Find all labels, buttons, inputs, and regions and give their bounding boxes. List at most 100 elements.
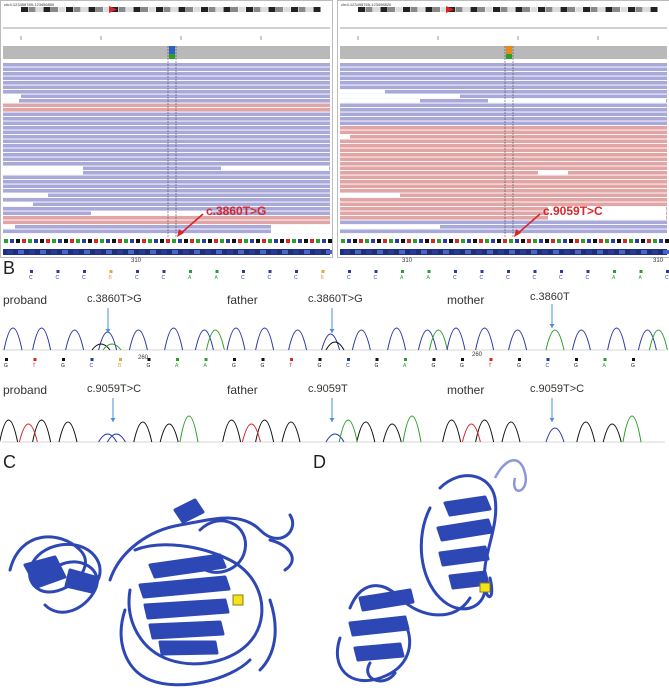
base-call-letter: A: [204, 363, 208, 369]
ideogram-band: [171, 7, 178, 12]
panel-label-d: D: [313, 452, 326, 472]
reference-base: [304, 239, 308, 243]
chromatogram-trace: [325, 341, 345, 351]
gene-track-segment: [73, 250, 79, 254]
reference-base: [166, 239, 170, 243]
ribbon-structure: [335, 474, 498, 683]
coverage-track: [340, 46, 667, 59]
gene-track-segment: [608, 250, 614, 254]
sequence-read: [3, 121, 330, 126]
ideogram-band: [440, 7, 448, 12]
base-call-mark: [518, 358, 521, 361]
read-gap: [221, 166, 329, 171]
reference-base: [497, 239, 501, 243]
reference-base: [473, 239, 477, 243]
ideogram-band: [470, 7, 478, 12]
gene-track-segment: [586, 250, 592, 254]
read-gap: [488, 99, 666, 103]
reference-base: [160, 239, 164, 243]
ideogram-band: [276, 7, 283, 12]
reference-base: [383, 239, 387, 243]
sequence-read: [340, 171, 667, 175]
ideogram-band: [66, 7, 73, 12]
ideogram-band: [231, 7, 238, 12]
sequence-read: [3, 135, 330, 139]
ideogram-band: [238, 7, 246, 12]
sequence-read: [340, 144, 667, 148]
reference-base: [347, 239, 351, 243]
sequence-read: [340, 225, 667, 229]
reference-base: [455, 239, 459, 243]
reference-base: [491, 239, 495, 243]
sequence-read: [3, 193, 330, 198]
gene-track-segment: [282, 250, 288, 254]
gene-track-segment: [410, 250, 416, 254]
ideogram-band: [643, 7, 650, 12]
ideogram-band: [478, 7, 485, 12]
base-call-mark: [204, 358, 208, 361]
sequence-read: [3, 225, 330, 229]
gene-track-segment: [238, 250, 244, 254]
ideogram-band: [380, 7, 388, 12]
ideogram-band: [51, 7, 58, 12]
sequence-read: [3, 207, 330, 211]
reference-base: [533, 239, 537, 243]
ideogram-band: [373, 7, 380, 12]
gene-track-segment: [293, 250, 299, 254]
reference-base: [124, 239, 128, 243]
read-gap: [3, 99, 19, 103]
gene-track-segment: [128, 250, 134, 254]
reference-base: [581, 239, 585, 243]
sequence-read: [340, 85, 667, 90]
reference-base: [220, 239, 224, 243]
sequence-position-mark: 310: [402, 258, 413, 264]
mutation-arrow: [515, 213, 541, 236]
ideogram-band: [515, 7, 523, 12]
sequence-read: [340, 220, 667, 225]
gene-track-segment: [663, 250, 669, 254]
reference-base: [479, 239, 483, 243]
ideogram-band: [583, 7, 590, 12]
sequence-read: [3, 63, 330, 67]
base-call-letter: C: [480, 275, 484, 281]
gene-track-segment: [227, 250, 233, 254]
chromatogram-trace: [461, 423, 481, 443]
reference-base: [419, 239, 423, 243]
sequence-read: [340, 112, 667, 117]
sequence-read: [3, 153, 330, 157]
base-call-letter: A: [603, 363, 607, 369]
reference-base: [46, 239, 50, 243]
chromatogram-trace: [102, 329, 225, 351]
base-call-letter: G: [574, 363, 578, 369]
base-call-letter: C: [162, 275, 166, 281]
reference-base: [461, 239, 465, 243]
ideogram-band: [208, 7, 216, 12]
ideogram-band: [485, 7, 493, 12]
sequence-read: [340, 108, 667, 112]
base-call-letter: G: [61, 363, 65, 369]
sequence-position-mark: 310: [131, 258, 142, 264]
sequence-read: [3, 175, 330, 180]
base-call-mark: [533, 270, 537, 273]
base-call-letter: B: [321, 275, 325, 281]
ideogram-band: [553, 7, 560, 12]
sequence-read: [3, 162, 330, 166]
gene-track-segment: [117, 250, 123, 254]
sequence-read: [340, 180, 667, 184]
base-call-letter: C: [346, 363, 350, 369]
ideogram-band: [463, 7, 470, 12]
reference-base: [106, 239, 110, 243]
gene-track-segment: [95, 250, 101, 254]
coverage-track: [3, 46, 330, 59]
reference-base: [575, 239, 579, 243]
reference-base: [365, 239, 369, 243]
sequence-read: [3, 189, 330, 193]
base-call-letter: C: [135, 275, 139, 281]
ideogram-band: [28, 7, 36, 12]
sequence-read: [3, 90, 330, 94]
base-call-mark: [176, 358, 179, 361]
gene-track-segment: [194, 250, 200, 254]
gene-track-segment: [630, 250, 636, 254]
igv-alignment-view: [3, 6, 332, 255]
reference-base: [70, 239, 74, 243]
